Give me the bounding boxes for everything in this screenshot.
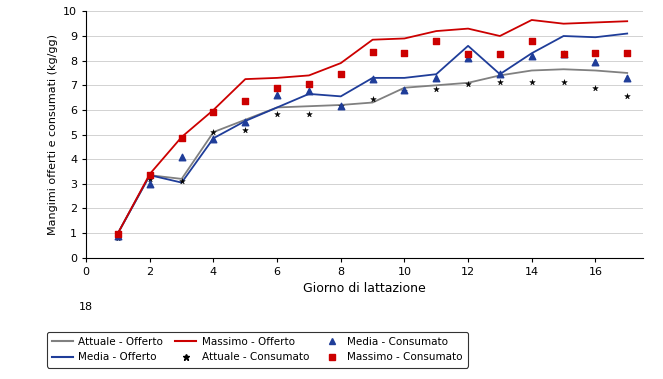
- Point: [304, 88, 314, 94]
- Point: [272, 85, 282, 91]
- Point: [208, 129, 219, 135]
- Point: [176, 179, 187, 185]
- Point: [335, 71, 346, 77]
- Point: [590, 59, 601, 65]
- Point: [495, 52, 505, 58]
- Point: [113, 231, 123, 237]
- X-axis label: Giorno di lattazione: Giorno di lattazione: [303, 282, 426, 295]
- Text: 18: 18: [79, 302, 93, 312]
- Point: [590, 85, 601, 91]
- Point: [622, 75, 633, 81]
- Point: [399, 87, 410, 93]
- Point: [558, 52, 569, 58]
- Point: [431, 38, 442, 44]
- Point: [208, 109, 219, 115]
- Point: [335, 103, 346, 109]
- Point: [304, 81, 314, 87]
- Point: [399, 50, 410, 56]
- Y-axis label: Mangimi offerti e consumati (kg/gg): Mangimi offerti e consumati (kg/gg): [48, 34, 58, 235]
- Point: [463, 81, 473, 87]
- Point: [367, 96, 378, 102]
- Point: [431, 75, 442, 81]
- Point: [526, 78, 537, 85]
- Point: [495, 71, 505, 77]
- Point: [335, 103, 346, 109]
- Point: [208, 136, 219, 143]
- Point: [145, 176, 155, 182]
- Legend: Attuale - Offerto, Media - Offerto, Massimo - Offerto, Attuale - Consumato, Medi: Attuale - Offerto, Media - Offerto, Mass…: [47, 332, 468, 368]
- Point: [526, 53, 537, 59]
- Point: [431, 86, 442, 92]
- Point: [558, 52, 569, 58]
- Point: [622, 50, 633, 56]
- Point: [590, 50, 601, 56]
- Point: [113, 232, 123, 239]
- Point: [367, 49, 378, 55]
- Point: [558, 78, 569, 85]
- Point: [526, 38, 537, 44]
- Point: [176, 154, 187, 160]
- Point: [145, 172, 155, 178]
- Point: [304, 111, 314, 117]
- Point: [240, 98, 251, 104]
- Point: [495, 78, 505, 85]
- Point: [367, 76, 378, 82]
- Point: [176, 135, 187, 141]
- Point: [240, 127, 251, 133]
- Point: [463, 52, 473, 58]
- Point: [272, 111, 282, 117]
- Point: [272, 92, 282, 98]
- Point: [399, 88, 410, 94]
- Point: [113, 235, 123, 241]
- Point: [145, 181, 155, 187]
- Point: [463, 55, 473, 61]
- Point: [240, 119, 251, 125]
- Point: [622, 93, 633, 99]
